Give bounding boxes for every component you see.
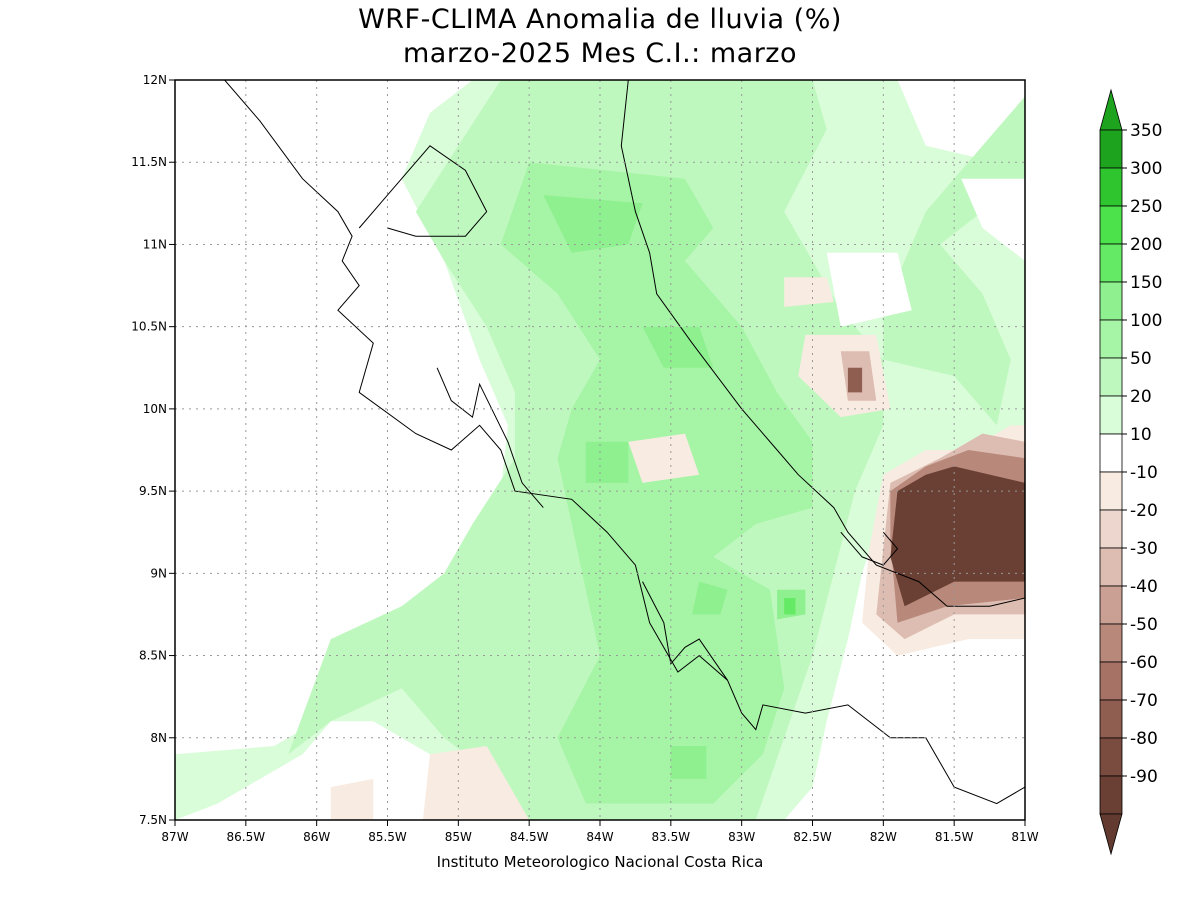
anomaly-region-band-200-9: [784, 598, 796, 615]
coastlines: [224, 80, 1025, 805]
colorbar-label: -90: [1130, 767, 1158, 787]
colorbar-label: -60: [1130, 653, 1158, 673]
x-tick-label: 85.5W: [368, 830, 407, 844]
colorbar-swatch: [1099, 357, 1123, 397]
colorbar-swatch: [1099, 471, 1123, 511]
x-tick-label: 86W: [303, 830, 330, 844]
colorbar-label: 10: [1130, 425, 1152, 445]
x-tick-label: 81.5W: [935, 830, 974, 844]
y-axis: 12N 11.5N 11N 10.5N 10N 9.5N 9N 8.5N 8N 7.5N: [131, 73, 175, 827]
y-tick-label: 12N: [143, 73, 167, 87]
y-tick-label: 10.5N: [131, 320, 167, 334]
anomaly-region-band-150-3: [543, 195, 643, 253]
colorbar-swatch: [1099, 547, 1123, 587]
x-tick-label: 83W: [728, 830, 755, 844]
colorbar-label: -30: [1130, 539, 1158, 559]
y-tick-label: 10N: [143, 402, 167, 416]
y-tick-label: 9.5N: [139, 484, 167, 498]
grid-lines: [175, 80, 1025, 820]
anomaly-region-band-150-4: [642, 326, 714, 368]
y-tick-label: 8N: [150, 731, 167, 745]
y-tick-label: 11N: [143, 237, 167, 251]
coastline-pacific-coast-nicaragua-costa-rica-panama: [224, 80, 1025, 805]
colorbar-swatch: [1099, 319, 1123, 359]
anomaly-region-band-minus80-22: [890, 466, 1025, 607]
anomaly-region-band-10-10: [826, 252, 912, 327]
colorbar-swatch: [1099, 433, 1123, 473]
x-tick-label: 81W: [1011, 830, 1038, 844]
x-tick-label: 85W: [445, 830, 472, 844]
colorbar-label: 150: [1130, 273, 1162, 293]
chart-subtitle: marzo-2025 Mes C.I.: marzo: [402, 38, 798, 69]
colorbar-swatch: [1099, 623, 1123, 663]
anomaly-region-band-minus70-21: [847, 367, 863, 393]
colorbar-label: 350: [1130, 121, 1162, 141]
x-tick-label: 82W: [870, 830, 897, 844]
anomaly-region-band-150-5: [585, 441, 629, 483]
coastline-osa-peninsula: [642, 581, 728, 681]
x-tick-label: 87W: [161, 830, 188, 844]
anomaly-region-band-minus10-12: [784, 277, 834, 307]
x-tick-label: 84.5W: [510, 830, 549, 844]
coastline-lake-nicaragua-shore: [358, 145, 488, 237]
colorbar-label: 100: [1130, 311, 1162, 331]
anomaly-region-band-10-11: [961, 178, 1025, 261]
colorbar-label: 300: [1130, 159, 1162, 179]
x-tick-label: 82.5W: [793, 830, 832, 844]
colorbar-label: 20: [1130, 387, 1152, 407]
colorbar-swatch: [1099, 509, 1123, 549]
coastline-caribbean-coast-nicaragua-costa-rica-panama: [620, 80, 1025, 607]
anomaly-region-band-minus10-14: [628, 433, 700, 483]
colorbar-label: 50: [1130, 349, 1152, 369]
anomaly-region-band-minus10-15: [422, 746, 530, 820]
coastline-chiriqui-lagoon: [840, 531, 899, 566]
colorbar-label: -80: [1130, 729, 1158, 749]
colorbar-swatch: [1099, 737, 1123, 777]
colorbar-swatch: [1099, 205, 1123, 245]
colorbar-label: -70: [1130, 691, 1158, 711]
colorbar-swatch: [1099, 661, 1123, 701]
colorbar-swatch: [1099, 281, 1123, 321]
x-tick-label: 83.5W: [652, 830, 691, 844]
chart-title: WRF-CLIMA Anomalia de lluvia (%): [358, 4, 842, 35]
y-tick-label: 9N: [150, 566, 167, 580]
y-tick-label: 8.5N: [139, 649, 167, 663]
colorbar-swatch: [1099, 395, 1123, 435]
colorbar-bottom-arrow: [1099, 813, 1123, 856]
colorbar-swatch: [1099, 129, 1123, 169]
anomaly-region-band-100-2: [500, 162, 813, 804]
colorbar-swatch: [1099, 775, 1123, 815]
colorbar-label: -10: [1130, 463, 1158, 483]
y-tick-label: 11.5N: [131, 155, 167, 169]
colorbar-label: -40: [1130, 577, 1158, 597]
colorbar-swatch: [1099, 167, 1123, 207]
x-tick-label: 86.5W: [227, 830, 266, 844]
credit-text: Instituto Meteorologico Nacional Costa R…: [436, 853, 764, 871]
coastline-nicoya-peninsula-inner-coast: [436, 367, 544, 508]
colorbar-label: 250: [1130, 197, 1162, 217]
anomaly-region-band-150-8: [670, 746, 707, 779]
x-tick-label: 84W: [586, 830, 613, 844]
anomaly-region-band-minus10-16: [330, 778, 374, 820]
x-axis: 87W 86.5W 86W 85.5W 85W 84.5W 84W 83.5W 83W 82.5W…: [161, 820, 1039, 844]
colorbar-label: -20: [1130, 501, 1158, 521]
colorbar-swatch: [1099, 585, 1123, 625]
colorbar-top-arrow: [1099, 88, 1123, 131]
colorbar-swatch: [1099, 699, 1123, 739]
colorbar-label: 200: [1130, 235, 1162, 255]
colorbar-legend: 350 300 250 200 150 100 50 20 10 -10 -20 -30 -40 -50 -…: [1099, 88, 1162, 856]
anomaly-region-band-150-6: [692, 581, 728, 615]
colorbar-swatch: [1099, 243, 1123, 283]
y-tick-label: 7.5N: [139, 813, 167, 827]
colorbar-label: -50: [1130, 615, 1158, 635]
